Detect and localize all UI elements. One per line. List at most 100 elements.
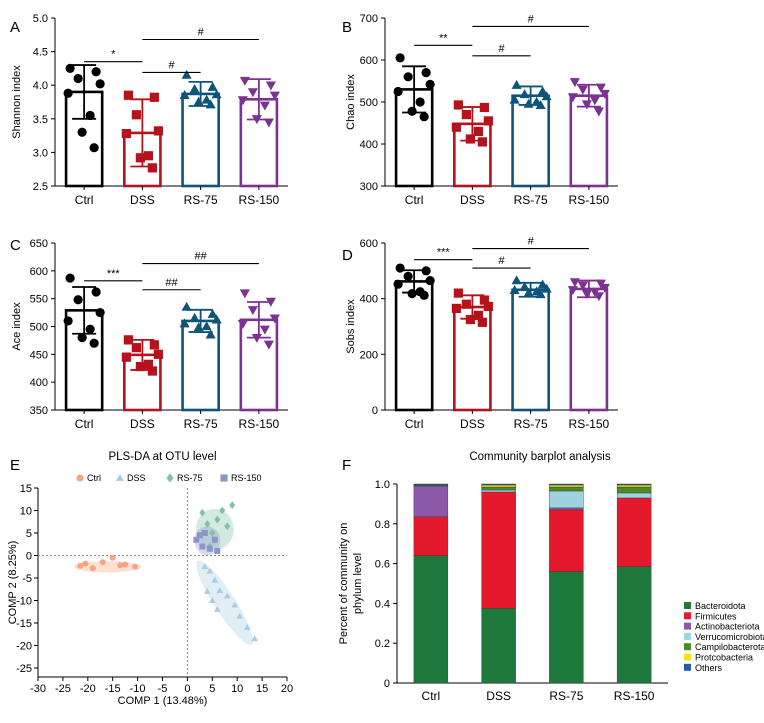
data-point [89, 338, 99, 348]
stack-segment [549, 486, 584, 492]
data-point [509, 94, 520, 104]
category-label: RS-150 [239, 193, 280, 207]
data-point [537, 279, 548, 289]
legend-marker [166, 473, 174, 483]
legend-label: Ctrl [87, 473, 101, 483]
data-point [135, 153, 145, 163]
data-point [147, 163, 157, 173]
significance-label: # [498, 255, 505, 267]
data-point [569, 78, 580, 88]
data-point [206, 567, 214, 574]
data-point [223, 592, 231, 599]
legend-label: Protcobacteria [695, 653, 753, 663]
data-point [201, 563, 209, 570]
y-tick-label: 4.5 [33, 47, 48, 59]
y-tick-label: -25 [16, 663, 32, 675]
panel-letter: E [10, 457, 20, 474]
y-tick-label: 0 [26, 551, 32, 563]
y-tick-label: 10 [20, 506, 32, 518]
data-point [465, 314, 475, 325]
significance-label: *** [107, 268, 121, 280]
data-point [131, 343, 141, 353]
y-tick-label: 0.2 [375, 638, 390, 650]
category-label: RS-150 [239, 417, 280, 431]
data-point [199, 508, 206, 517]
stack-segment [616, 492, 652, 499]
y-tick-label: -5 [22, 573, 32, 585]
legend-swatch [684, 632, 691, 640]
y-tick-label: 650 [30, 238, 48, 250]
category-label: DSS [130, 417, 155, 431]
data-point [231, 601, 239, 608]
data-point [247, 88, 258, 98]
data-point [451, 303, 461, 314]
data-point [82, 560, 89, 567]
legend-label: Others [695, 663, 723, 673]
category-label: RS-150 [569, 417, 610, 431]
x-tick-label: 20 [281, 683, 293, 695]
data-point [251, 333, 262, 343]
stack-segment [413, 555, 449, 684]
data-point [265, 297, 276, 307]
data-point [535, 289, 546, 299]
data-point [483, 116, 493, 126]
data-point [211, 314, 222, 324]
data-point [121, 352, 131, 362]
x-axis-label: COMP 1 (13.48%) [118, 695, 208, 707]
legend-marker [76, 474, 84, 482]
confidence-ellipse [196, 560, 254, 645]
data-point [147, 366, 157, 376]
data-point [259, 325, 270, 335]
data-point [193, 322, 204, 332]
data-point [189, 312, 200, 322]
stack-segment [616, 566, 652, 684]
data-point [229, 501, 236, 509]
data-point [85, 324, 95, 334]
data-point [211, 576, 219, 583]
legend-swatch [684, 643, 691, 651]
data-point [73, 73, 83, 84]
y-tick-label: 0.6 [375, 559, 390, 571]
data-point [511, 275, 522, 285]
stack-segment [413, 483, 449, 486]
data-point [537, 86, 548, 96]
data-point [473, 310, 483, 320]
y-axis-label: COMP 2 (8.25%) [7, 541, 19, 625]
stack-segment [549, 490, 584, 509]
data-point [196, 532, 203, 539]
data-point [199, 543, 206, 550]
legend-marker [116, 473, 124, 481]
data-point [73, 295, 83, 305]
y-axis-label: phylum level [352, 553, 364, 614]
category-label: RS-150 [614, 689, 655, 703]
panel-letter: B [342, 19, 352, 36]
data-point [121, 128, 131, 139]
y-tick-label: 300 [360, 181, 378, 193]
legend-label: DSS [127, 473, 146, 483]
category-label: RS-75 [514, 193, 548, 207]
data-point [85, 110, 95, 121]
data-point [236, 612, 243, 619]
data-point [599, 89, 610, 99]
data-point [63, 88, 73, 98]
data-point [419, 112, 429, 122]
stack-segment [481, 489, 516, 493]
x-tick-label: -20 [80, 683, 96, 695]
data-point [421, 68, 431, 78]
data-point [425, 79, 435, 89]
x-tick-label: 0 [184, 683, 190, 695]
data-point [511, 79, 522, 89]
legend-label: Campilobacterota [695, 642, 764, 652]
y-tick-label: 15 [20, 483, 32, 495]
stack-segment [549, 571, 584, 684]
stack-segment [549, 507, 584, 511]
data-point [263, 118, 274, 128]
data-point [577, 85, 588, 95]
significance-label: # [498, 43, 505, 55]
bar [569, 287, 609, 412]
legend-swatch [684, 602, 691, 609]
data-point [477, 137, 487, 147]
data-point [181, 301, 192, 311]
data-point [425, 275, 435, 286]
significance-label: # [528, 13, 535, 25]
